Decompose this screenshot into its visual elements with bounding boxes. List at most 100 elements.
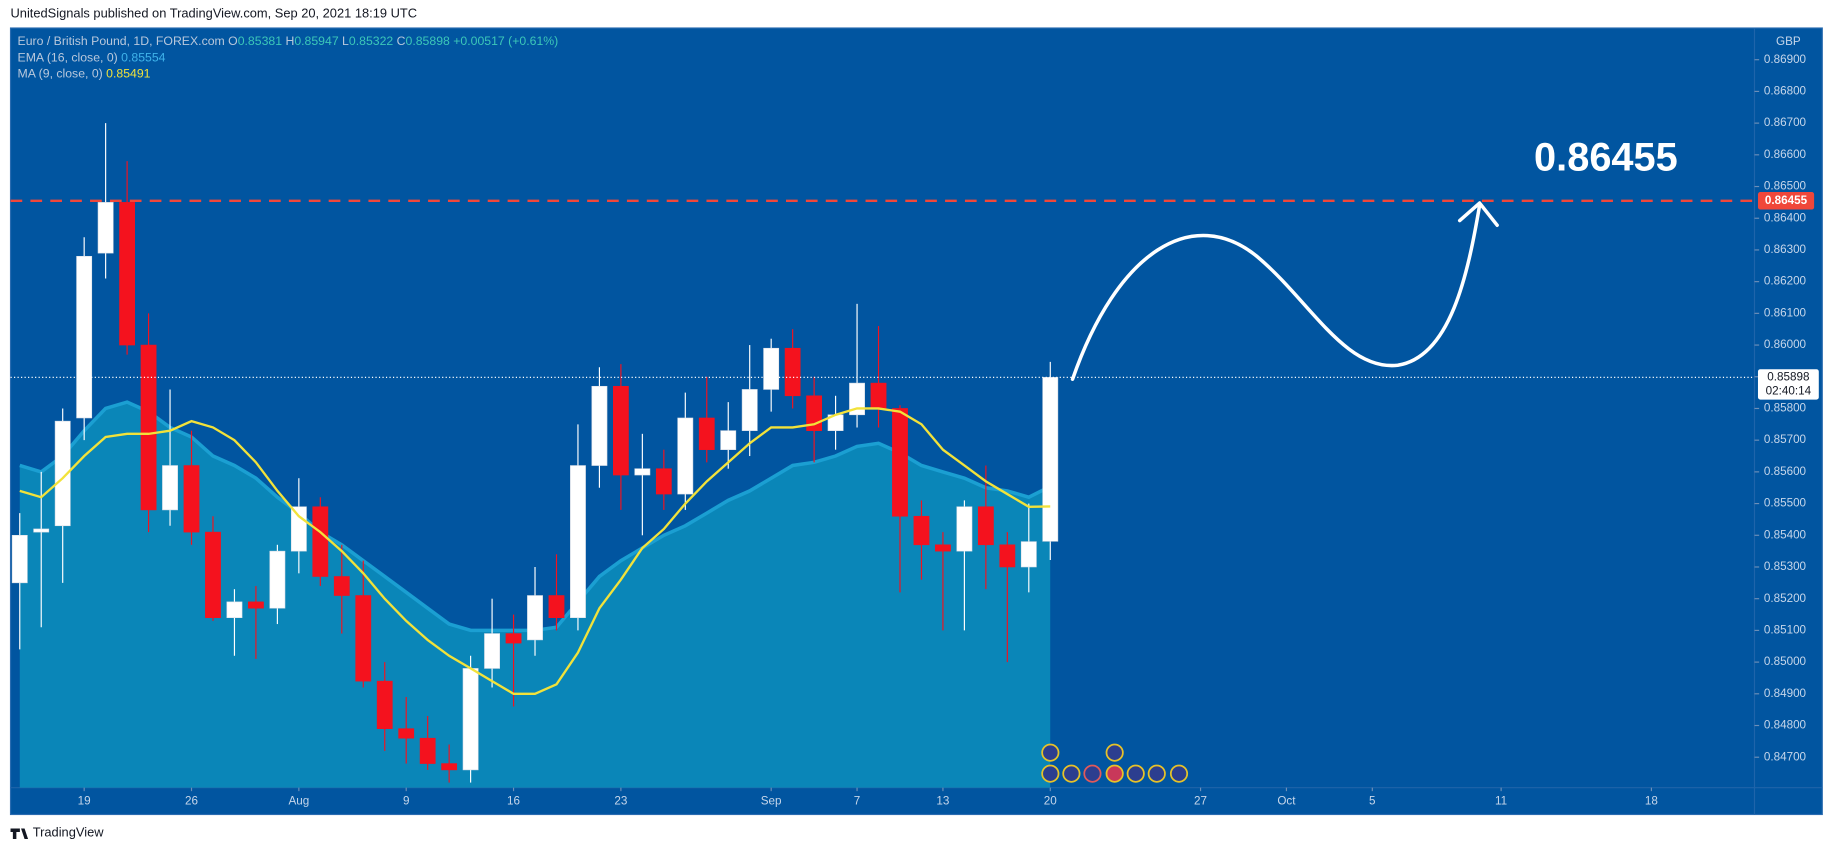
y-tick-label: 0.86900 — [1764, 53, 1807, 66]
y-tick-label: 0.86300 — [1764, 243, 1807, 256]
x-tick-label: 11 — [1495, 795, 1507, 808]
plot-area: 0.84700 0.84800 0.84900 0.85000 0.85100 0.852… — [10, 53, 1819, 808]
candle-body — [634, 468, 651, 476]
candle-body — [226, 601, 243, 619]
candle-body — [376, 680, 393, 729]
candle-body — [849, 382, 865, 416]
y-tick-label: 0.85500 — [1764, 497, 1807, 510]
event-icons — [1041, 743, 1189, 783]
ma-line — [19, 407, 1051, 696]
candle-body — [677, 417, 694, 495]
x-tick-label: 18 — [1645, 795, 1658, 808]
y-tick-label: 0.86100 — [1764, 306, 1807, 319]
y-tick-label: 0.86200 — [1764, 275, 1807, 288]
candle-body — [398, 728, 415, 739]
candle-body — [33, 528, 50, 533]
x-tick-label: Aug — [288, 795, 309, 808]
event-icon — [1169, 764, 1189, 783]
candle-body — [140, 344, 157, 511]
candle-body — [570, 465, 586, 619]
annotation-text: 0.86455 — [1534, 135, 1678, 179]
arrow-head — [1457, 201, 1499, 227]
candle-body — [54, 420, 71, 527]
candle-body — [1020, 541, 1037, 568]
y-tick-label: 0.85000 — [1764, 655, 1807, 668]
candle-body — [913, 515, 930, 546]
ohlc-key: H — [285, 34, 294, 48]
legend-value: 0.85491 — [106, 67, 151, 81]
candle-body — [935, 544, 951, 552]
brand-name: TradingView — [33, 825, 104, 840]
candle-body — [977, 506, 994, 546]
candle-body — [870, 382, 887, 409]
candle-body — [419, 737, 436, 764]
candle-body — [505, 633, 522, 644]
y-tick-label: 0.84900 — [1764, 687, 1807, 700]
candle-body — [655, 468, 672, 495]
event-icon — [1105, 764, 1124, 783]
legend-value: 0.85554 — [121, 51, 166, 65]
x-tick-label: 19 — [78, 795, 91, 808]
y-tick-label: 0.85100 — [1764, 623, 1807, 636]
candle-body — [956, 506, 973, 552]
candle-body — [183, 465, 200, 533]
candle-body — [484, 633, 500, 669]
y-tick-label: 0.86800 — [1764, 85, 1807, 98]
candle-body — [333, 576, 350, 596]
y-tick-label: 0.84700 — [1764, 750, 1807, 763]
candle-body — [312, 506, 329, 577]
event-icon — [1062, 764, 1081, 783]
candle-body — [205, 531, 221, 619]
ohlc-value: 0.85381 — [238, 34, 283, 48]
x-tick-label: 26 — [185, 795, 198, 808]
y-tick-label: 0.85800 — [1764, 402, 1807, 415]
event-icon — [1083, 764, 1102, 783]
candle-body — [612, 385, 629, 476]
ohlc-key: C — [397, 34, 406, 48]
x-tick-label: Sep — [761, 795, 782, 808]
brand-logo — [10, 828, 29, 839]
event-icon — [1126, 764, 1145, 783]
candle-body — [892, 408, 908, 517]
ohlc-key: L — [342, 34, 349, 48]
event-icon — [1041, 764, 1060, 783]
candle-body — [784, 347, 801, 397]
countdown-label: 02:40:14 — [1766, 384, 1812, 397]
candle-body — [591, 385, 608, 466]
y-tick-label: 0.86700 — [1764, 116, 1807, 129]
x-tick-label: 9 — [403, 795, 410, 808]
legend-ma-row: MA (9, close, 0) 0.85491 — [18, 67, 151, 81]
publisher-line: UnitedSignals published on TradingView.c… — [11, 5, 418, 20]
y-tick-label: 0.86000 — [1764, 338, 1807, 351]
y-tick-label: 0.86400 — [1764, 211, 1807, 224]
legend-entry: MA (9, close, 0) — [18, 67, 103, 81]
y-tick-label: 0.85200 — [1764, 592, 1807, 605]
event-icon — [1041, 743, 1060, 762]
candle-body — [97, 202, 114, 254]
candle-body — [698, 417, 715, 450]
candle-body — [355, 595, 372, 682]
candle-body — [1042, 377, 1059, 542]
ohlc-value: 0.85898 — [406, 34, 451, 48]
symbol-name: Euro / British Pound, 1D, FOREX.com — [18, 34, 225, 48]
x-tick-label: 20 — [1044, 795, 1058, 808]
x-tick-label: 5 — [1369, 795, 1376, 808]
y-tick-label: 0.85400 — [1764, 528, 1807, 541]
candle-body — [119, 202, 135, 346]
y-tick-label: 0.85300 — [1764, 560, 1807, 573]
candle-body — [76, 255, 93, 419]
candle-body — [999, 544, 1016, 568]
ohlc-key: O — [228, 34, 238, 48]
candle-body — [763, 347, 780, 390]
y-tick-label: 0.86600 — [1764, 148, 1807, 161]
candle-body — [290, 506, 307, 552]
y-tick-label: 0.85600 — [1764, 465, 1807, 478]
candle-body — [269, 550, 286, 609]
x-tick-label: 27 — [1194, 795, 1207, 808]
legend-ema-row: EMA (16, close, 0) 0.85554 — [18, 51, 166, 65]
last-price-box — [1757, 369, 1819, 400]
event-icon — [1105, 743, 1124, 762]
